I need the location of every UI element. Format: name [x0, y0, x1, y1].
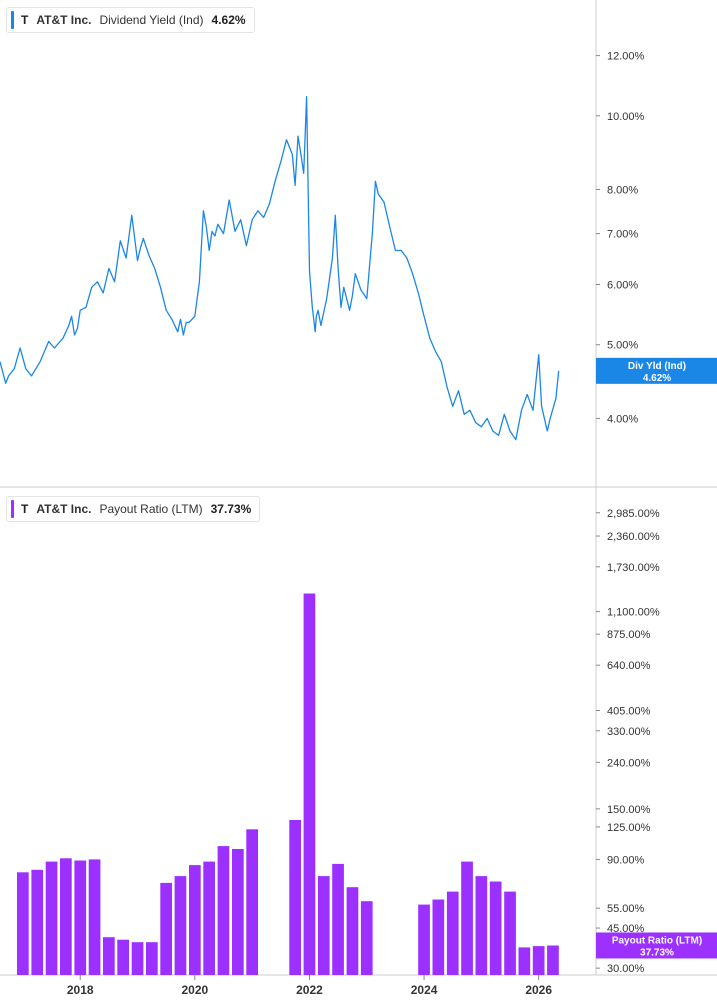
payout-flag-box	[596, 932, 717, 959]
payout-bar	[232, 849, 244, 975]
x-tick-label: 2026	[525, 983, 552, 997]
legend-company: AT&T Inc.	[36, 502, 92, 516]
payout-ratio-legend[interactable]: T AT&T Inc. Payout Ratio (LTM) 37.73%	[6, 496, 261, 522]
payout-bar	[418, 904, 430, 975]
payout-y-tick-label: 1,730.00%	[607, 562, 660, 574]
payout-bar	[303, 593, 316, 975]
dividend-yield-swatch	[11, 11, 14, 29]
payout-bar	[289, 820, 301, 975]
payout-ratio-swatch	[11, 500, 14, 518]
x-tick-label: 2018	[67, 983, 94, 997]
payout-bar	[432, 899, 445, 975]
legend-metric: Dividend Yield (Ind)	[99, 13, 204, 27]
payout-y-tick-label: 405.00%	[607, 706, 651, 718]
payout-bar	[489, 881, 502, 975]
payout-flag-value: 37.73%	[640, 947, 674, 958]
payout-bar	[45, 861, 58, 975]
legend-metric: Payout Ratio (LTM)	[99, 502, 203, 516]
payout-y-tick-label: 55.00%	[607, 903, 645, 915]
yield-y-tick-label: 5.00%	[607, 340, 638, 352]
payout-y-tick-label: 875.00%	[607, 629, 651, 641]
payout-bar	[504, 891, 516, 975]
payout-y-tick-label: 330.00%	[607, 726, 651, 738]
payout-bar	[518, 947, 531, 975]
yield-y-tick-label: 4.00%	[607, 413, 638, 425]
x-tick-label: 2022	[296, 983, 323, 997]
payout-y-tick-label: 125.00%	[607, 822, 651, 834]
payout-bar	[446, 891, 459, 975]
payout-y-tick-label: 90.00%	[607, 854, 645, 866]
legend-value: 4.62%	[211, 13, 246, 27]
legend-value: 37.73%	[210, 502, 252, 516]
payout-bar	[160, 882, 172, 975]
payout-current-flag: Payout Ratio (LTM)37.73%	[596, 932, 717, 959]
legend-ticker: T	[21, 502, 29, 516]
payout-y-tick-label: 1,100.00%	[607, 607, 660, 619]
payout-bar	[332, 863, 344, 975]
yield-y-tick-label: 6.00%	[607, 280, 638, 292]
dividend-yield-line	[0, 95, 560, 441]
payout-bar	[547, 945, 559, 975]
payout-bar	[217, 846, 230, 975]
payout-bar	[532, 946, 545, 975]
legend-ticker: T	[21, 13, 29, 27]
yield-y-tick-label: 7.00%	[607, 229, 638, 241]
yield-y-tick-label: 8.00%	[607, 185, 638, 197]
yield-current-flag: Div Yld (Ind)4.62%	[596, 357, 717, 384]
payout-y-tick-label: 30.00%	[607, 963, 645, 975]
payout-bar	[475, 876, 488, 975]
payout-bar	[146, 942, 158, 975]
payout-flag-title: Payout Ratio (LTM)	[612, 935, 702, 946]
payout-bar	[88, 859, 101, 975]
payout-bar	[17, 872, 29, 975]
payout-bar	[317, 876, 330, 975]
payout-bar	[461, 861, 473, 975]
payout-bar	[346, 887, 359, 975]
x-axis: 2018 2020 2022 2024 2026	[67, 975, 552, 997]
payout-bar	[74, 860, 87, 975]
payout-bar	[117, 939, 129, 975]
payout-y-tick-label: 150.00%	[607, 804, 651, 816]
payout-y-tick-label: 2,985.00%	[607, 508, 660, 520]
dividend-yield-legend[interactable]: T AT&T Inc. Dividend Yield (Ind) 4.62%	[6, 7, 255, 33]
yield-flag-title: Div Yld (Ind)	[628, 361, 686, 372]
payout-y-tick-label: 2,360.00%	[607, 531, 660, 543]
payout-y-tick-label: 240.00%	[607, 757, 651, 769]
payout-bar	[203, 861, 215, 975]
payout-y-tick-label: 640.00%	[607, 660, 651, 672]
payout-bar	[360, 901, 373, 975]
legend-company: AT&T Inc.	[36, 13, 92, 27]
yield-y-tick-label: 10.00%	[607, 111, 645, 123]
payout-bar	[31, 869, 44, 975]
yield-y-axis: 4.00% 5.00% 6.00% 7.00% 8.00% 10.00% 12.00%	[596, 51, 645, 425]
payout-bar	[103, 937, 115, 975]
payout-bar	[246, 829, 258, 975]
payout-bar	[174, 876, 187, 975]
x-tick-label: 2020	[181, 983, 208, 997]
yield-flag-value: 4.62%	[643, 373, 671, 384]
payout-bars	[17, 593, 559, 975]
payout-bar	[189, 865, 201, 975]
payout-bar	[131, 942, 144, 975]
payout-bar	[60, 858, 72, 975]
payout-y-axis: 30.00% 45.00% 55.00% 90.00% 125.00% 150.00% 24…	[596, 508, 660, 975]
yield-y-tick-label: 12.00%	[607, 51, 645, 63]
payout-y-tick-label: 45.00%	[607, 923, 645, 935]
x-tick-label: 2024	[411, 983, 438, 997]
yield-flag-box	[596, 357, 717, 384]
